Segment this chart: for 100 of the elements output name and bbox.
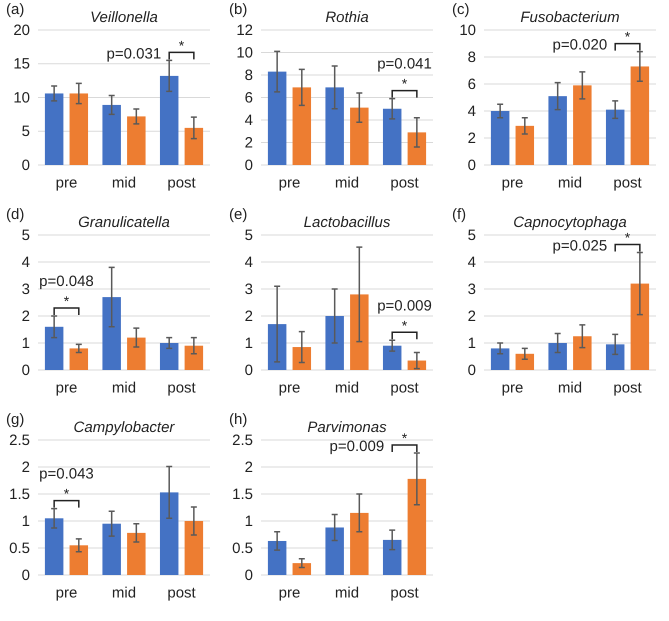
chart-title: Fusobacterium bbox=[520, 9, 620, 26]
bar bbox=[350, 108, 369, 165]
chart-title: Campylobacter bbox=[74, 419, 176, 436]
y-tick-label: 4 bbox=[244, 254, 253, 271]
bar bbox=[70, 348, 88, 370]
annotation: p=0.048 bbox=[39, 273, 94, 290]
chart-title: Capnocytophaga bbox=[513, 214, 627, 231]
y-tick-label: 3 bbox=[22, 280, 30, 298]
annotation: p=0.020 bbox=[552, 36, 608, 54]
x-tick-label: mid bbox=[112, 174, 136, 192]
y-tick-label: 1 bbox=[244, 334, 253, 352]
text: (h) bbox=[229, 411, 248, 428]
x-tick-label: post bbox=[390, 380, 420, 397]
x-tick-label: post bbox=[613, 174, 643, 192]
annotation: * bbox=[402, 317, 408, 334]
y-tick-label: 5 bbox=[22, 123, 30, 140]
y-tick-label: 10 bbox=[236, 44, 253, 62]
y-tick-label: 8 bbox=[244, 66, 253, 84]
bar bbox=[44, 93, 64, 165]
annotation: p=0.041 bbox=[377, 56, 432, 73]
y-tick-label: 4 bbox=[244, 112, 253, 129]
bar bbox=[516, 126, 534, 165]
text: (f) bbox=[452, 206, 466, 223]
y-tick-label: 5 bbox=[22, 226, 30, 244]
y-tick-label: 0 bbox=[244, 362, 253, 379]
bar bbox=[606, 344, 624, 370]
y-tick-label: 8 bbox=[468, 48, 476, 66]
y-tick-label: 0 bbox=[468, 362, 476, 379]
x-tick-label: mid bbox=[558, 174, 582, 192]
bar bbox=[548, 343, 567, 370]
bar bbox=[127, 338, 146, 370]
y-tick-label: 5 bbox=[244, 226, 253, 244]
annotation: * bbox=[64, 293, 70, 309]
text: (e) bbox=[229, 206, 248, 223]
chart-title: Rothia bbox=[325, 9, 369, 26]
x-tick-label: mid bbox=[334, 380, 360, 397]
text: (d) bbox=[6, 206, 24, 223]
y-tick-label: 2 bbox=[468, 130, 476, 147]
bar bbox=[44, 518, 64, 575]
y-tick-label: 2 bbox=[244, 134, 253, 152]
y-tick-label: 0 bbox=[244, 566, 253, 584]
bar bbox=[573, 336, 592, 370]
annotation: * bbox=[624, 230, 631, 246]
y-tick-label: 0.5 bbox=[9, 540, 30, 557]
bar bbox=[548, 96, 567, 165]
x-tick-label: pre bbox=[56, 174, 78, 192]
bar bbox=[490, 348, 510, 370]
bar bbox=[408, 478, 426, 575]
bar bbox=[350, 512, 369, 575]
y-tick-label: 1 bbox=[468, 334, 476, 352]
bar bbox=[606, 110, 624, 165]
text: (c) bbox=[452, 1, 470, 18]
x-tick-label: mid bbox=[334, 584, 360, 602]
bar bbox=[184, 521, 204, 575]
y-tick-label: 10 bbox=[459, 22, 476, 39]
x-tick-label: post bbox=[390, 584, 420, 602]
annotation: * bbox=[402, 430, 408, 446]
y-tick-label: 2 bbox=[468, 308, 476, 325]
annotation: * bbox=[402, 76, 408, 92]
chart-title: Lactobacillus bbox=[304, 214, 391, 231]
y-tick-label: 12 bbox=[236, 22, 253, 39]
bar bbox=[184, 128, 204, 165]
bar bbox=[160, 492, 178, 575]
x-tick-label: pre bbox=[278, 174, 300, 192]
y-tick-label: 0 bbox=[244, 156, 253, 174]
x-tick-label: post bbox=[167, 584, 197, 602]
y-tick-label: 10 bbox=[13, 89, 30, 106]
bar bbox=[516, 354, 534, 370]
y-tick-label: 0 bbox=[22, 566, 30, 584]
chart-title: Granulicatella bbox=[78, 214, 170, 231]
bar bbox=[382, 540, 402, 575]
x-tick-label: post bbox=[167, 380, 197, 397]
bar bbox=[102, 104, 121, 165]
y-tick-label: 2 bbox=[244, 458, 253, 476]
text: (a) bbox=[6, 1, 24, 18]
annotation: * bbox=[624, 28, 631, 45]
bar bbox=[127, 532, 146, 575]
y-tick-label: 1 bbox=[244, 512, 253, 530]
annotation: p=0.031 bbox=[106, 45, 162, 62]
x-tick-label: mid bbox=[112, 380, 136, 397]
y-tick-label: 15 bbox=[13, 56, 30, 73]
bar bbox=[160, 343, 178, 370]
bar bbox=[268, 540, 286, 575]
bar bbox=[490, 111, 510, 165]
bar bbox=[325, 316, 344, 370]
bar bbox=[350, 294, 369, 370]
annotation: p=0.043 bbox=[39, 466, 94, 483]
bar bbox=[292, 563, 312, 575]
y-tick-label: 6 bbox=[468, 76, 476, 93]
y-tick-label: 3 bbox=[468, 280, 476, 298]
x-tick-label: pre bbox=[56, 380, 78, 397]
annotation: * bbox=[178, 37, 185, 54]
text: (g) bbox=[6, 411, 24, 428]
y-tick-label: 1 bbox=[22, 512, 30, 530]
y-tick-label: 4 bbox=[468, 102, 476, 120]
y-tick-label: 2.5 bbox=[9, 432, 30, 449]
bar bbox=[70, 93, 88, 165]
bar bbox=[382, 108, 402, 165]
bar bbox=[325, 87, 344, 165]
x-tick-label: pre bbox=[502, 380, 524, 397]
